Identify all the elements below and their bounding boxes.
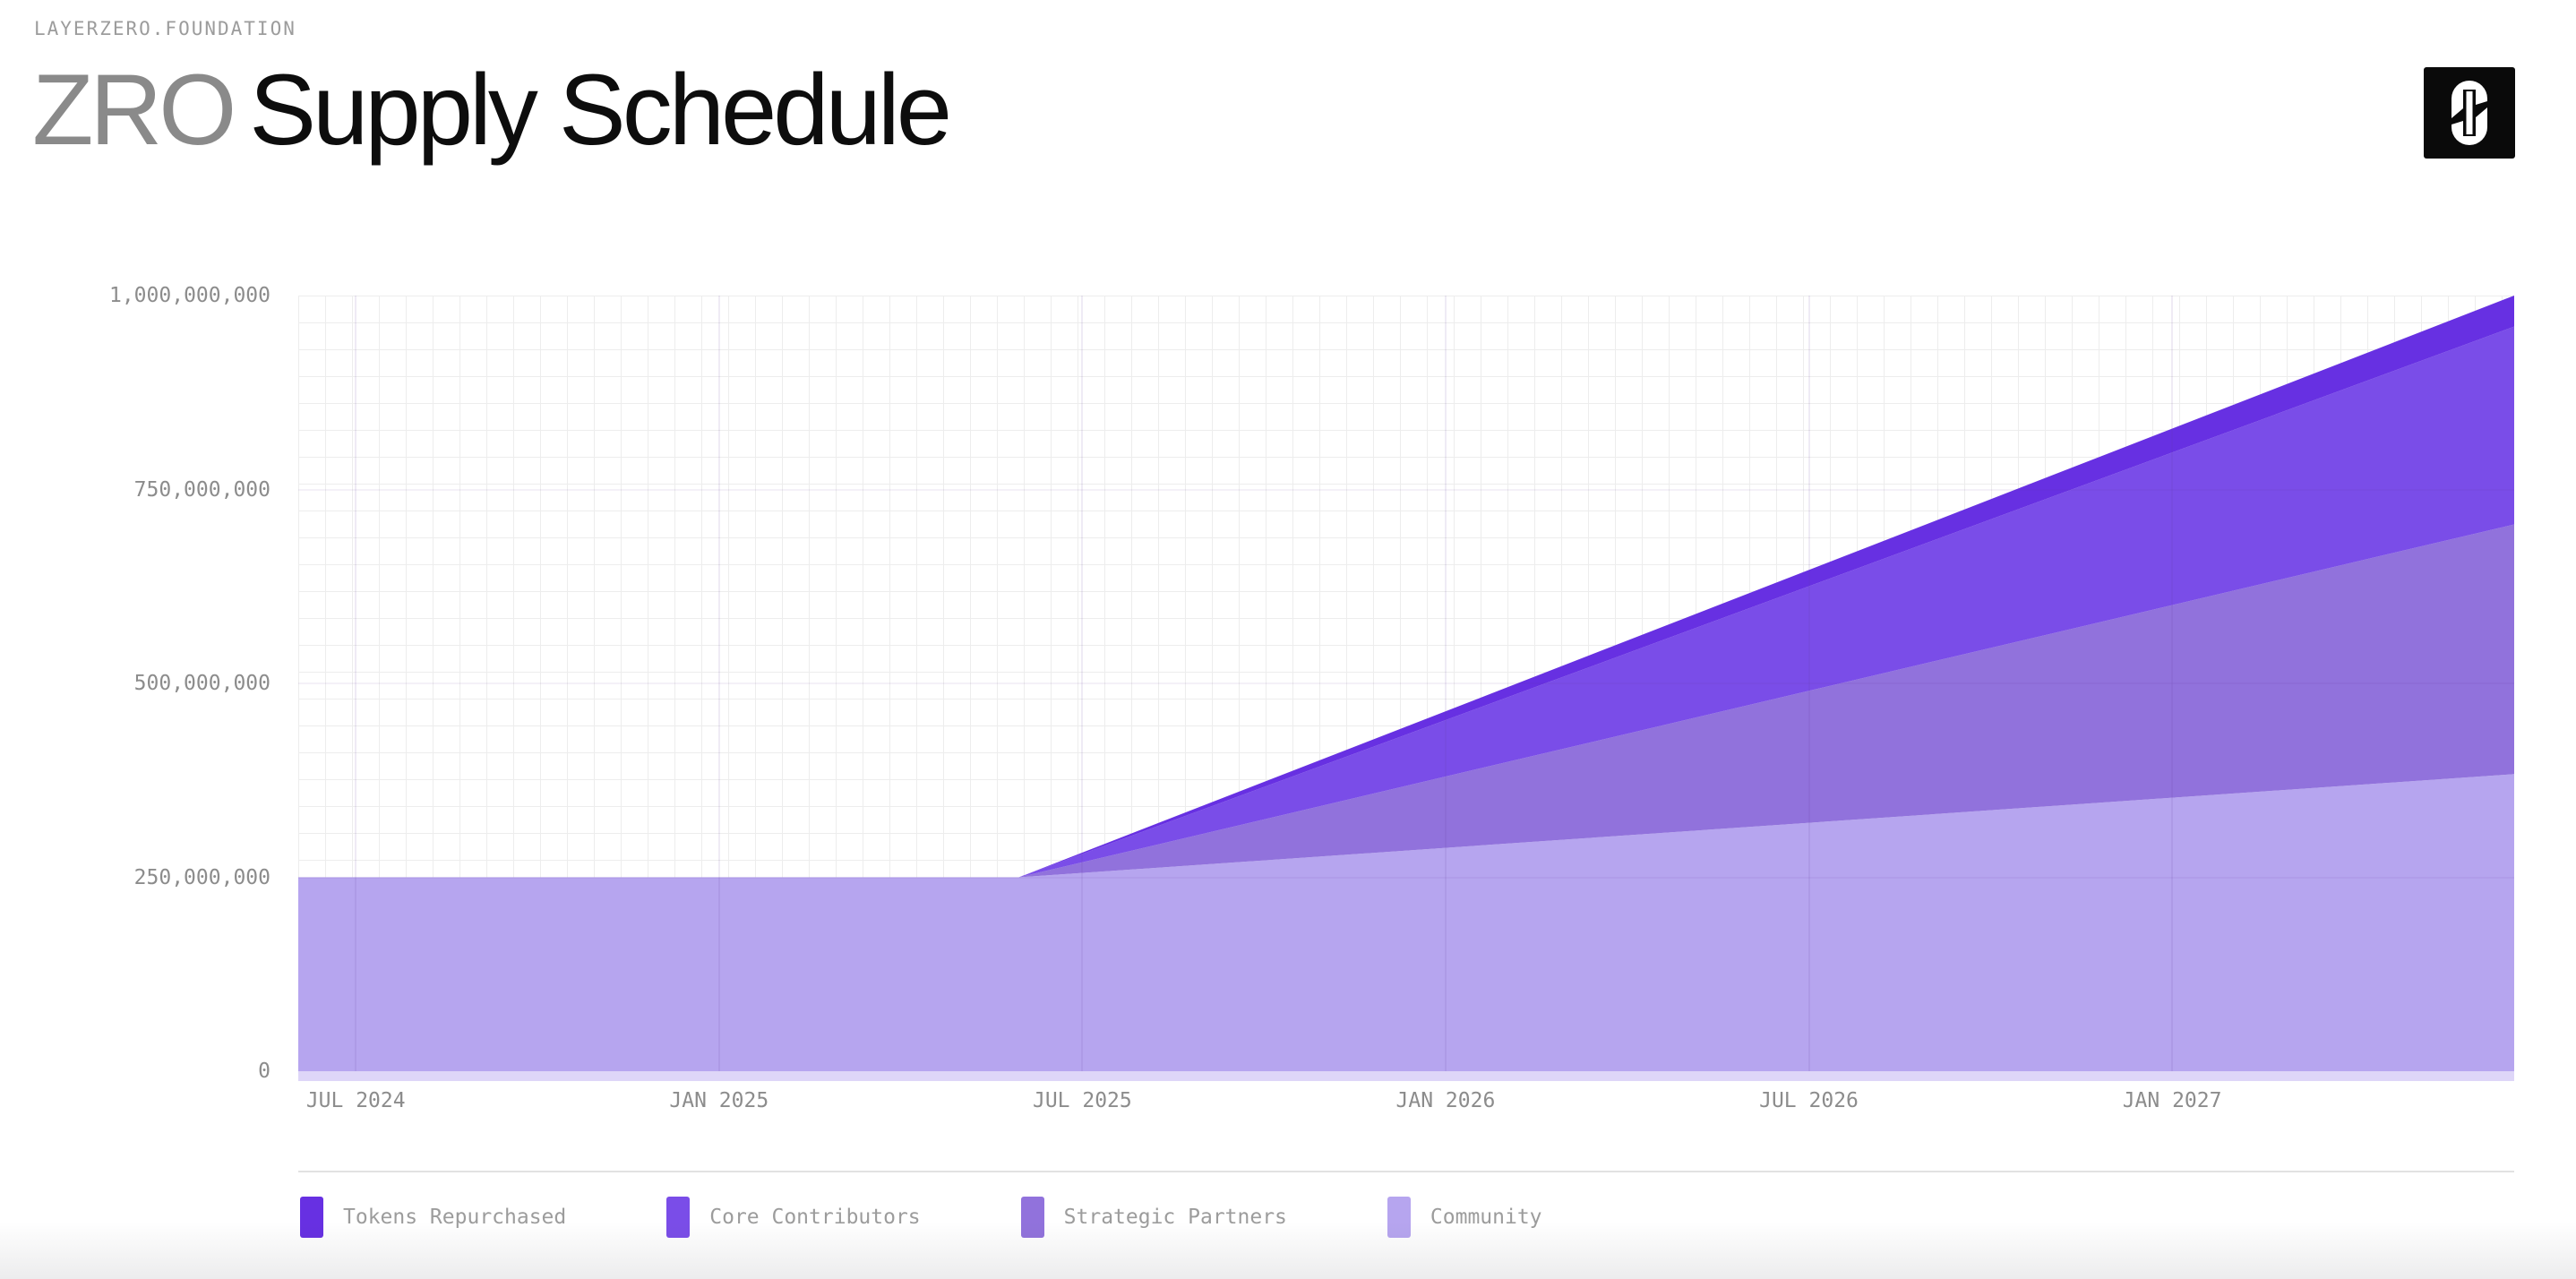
y-tick-label: 500,000,000 bbox=[133, 672, 270, 695]
area-core-contributors bbox=[298, 326, 2514, 878]
page-title-text: Supply Schedule bbox=[249, 54, 952, 166]
legend-item-tokens-repurchased[interactable]: Tokens Repurchased bbox=[300, 1197, 566, 1238]
y-tick-label: 750,000,000 bbox=[133, 477, 270, 502]
legend-item-community[interactable]: Community bbox=[1387, 1197, 1542, 1238]
y-tick-label: 0 bbox=[258, 1060, 270, 1083]
horizontal-gridline bbox=[298, 876, 2514, 879]
legend-swatch bbox=[666, 1197, 691, 1238]
legend-swatch bbox=[1387, 1197, 1411, 1238]
page-title: ZRO Supply Schedule bbox=[32, 54, 952, 166]
vertical-gridline bbox=[355, 296, 357, 1071]
vertical-gridline bbox=[2171, 296, 2174, 1071]
legend-label: Core Contributors bbox=[709, 1206, 921, 1229]
legend-label: Strategic Partners bbox=[1063, 1206, 1287, 1229]
legend-label: Tokens Repurchased bbox=[343, 1206, 567, 1229]
x-tick-label: JAN 2025 bbox=[669, 1089, 769, 1112]
x-tick-label: JUL 2025 bbox=[1032, 1089, 1132, 1112]
stacked-area-chart bbox=[298, 296, 2514, 1071]
horizontal-gridline bbox=[298, 488, 2514, 491]
y-tick-label: 250,000,000 bbox=[133, 865, 270, 889]
vertical-gridline bbox=[1081, 296, 1084, 1071]
supply-chart-plot bbox=[298, 296, 2514, 1071]
legend-item-strategic-partners[interactable]: Strategic Partners bbox=[1020, 1197, 1287, 1238]
brand-label: LAYERZERO.FOUNDATION bbox=[34, 18, 296, 39]
area-strategic-partners bbox=[298, 524, 2514, 878]
layerzero-logo-icon[interactable] bbox=[2424, 67, 2515, 159]
legend-swatch bbox=[1020, 1197, 1044, 1238]
baseline-fade bbox=[298, 1071, 2514, 1081]
chart-legend: Tokens Repurchased Core Contributors Strat… bbox=[300, 1197, 1542, 1238]
horizontal-gridline bbox=[298, 682, 2514, 684]
legend-item-core-contributors[interactable]: Core Contributors bbox=[666, 1197, 921, 1238]
vertical-gridline bbox=[1807, 296, 1810, 1071]
x-tick-label: JUL 2024 bbox=[305, 1089, 406, 1112]
area-community bbox=[298, 774, 2514, 1071]
vertical-gridline bbox=[1444, 296, 1447, 1071]
y-tick-label: 1,000,000,000 bbox=[108, 284, 270, 307]
legend-swatch bbox=[300, 1197, 323, 1238]
x-tick-label: JUL 2026 bbox=[1759, 1089, 1859, 1112]
legend-label: Community bbox=[1430, 1206, 1542, 1229]
x-tick-label: JAN 2026 bbox=[1395, 1089, 1496, 1112]
x-tick-label: JAN 2027 bbox=[2122, 1089, 2222, 1112]
legend-divider bbox=[298, 1171, 2514, 1172]
page-title-ticker: ZRO bbox=[32, 54, 236, 166]
vertical-gridline bbox=[717, 296, 720, 1071]
